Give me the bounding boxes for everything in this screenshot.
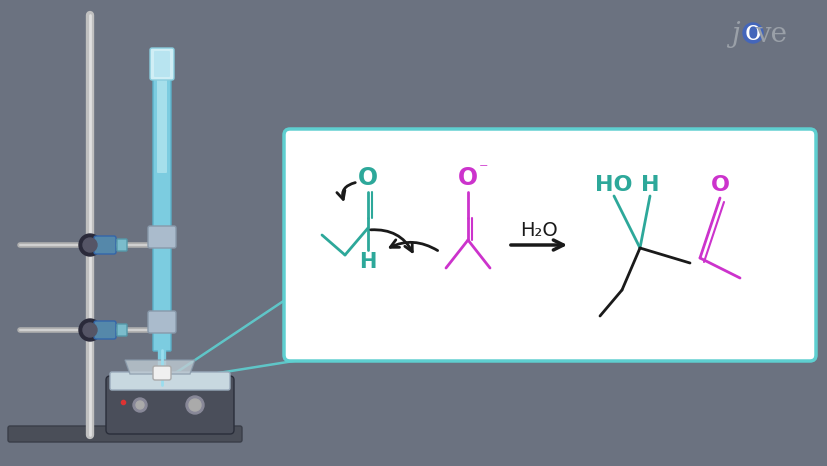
Circle shape [136, 401, 144, 409]
Circle shape [133, 398, 147, 412]
Text: O: O [357, 166, 378, 190]
FancyBboxPatch shape [148, 226, 176, 248]
Circle shape [79, 234, 101, 256]
FancyBboxPatch shape [148, 311, 176, 333]
Circle shape [186, 396, 203, 414]
FancyBboxPatch shape [150, 48, 174, 80]
FancyBboxPatch shape [154, 51, 170, 77]
Polygon shape [125, 360, 195, 374]
FancyBboxPatch shape [8, 426, 241, 442]
Text: O: O [457, 166, 477, 190]
FancyBboxPatch shape [153, 366, 171, 380]
Circle shape [742, 23, 762, 43]
Circle shape [83, 323, 97, 337]
FancyBboxPatch shape [106, 376, 234, 434]
Text: ve: ve [754, 21, 786, 48]
FancyBboxPatch shape [110, 372, 230, 390]
Text: ⁻: ⁻ [479, 161, 488, 179]
FancyBboxPatch shape [94, 321, 116, 339]
FancyBboxPatch shape [117, 324, 127, 336]
Text: H: H [640, 175, 658, 195]
FancyBboxPatch shape [153, 69, 171, 351]
Text: j: j [729, 21, 739, 48]
FancyBboxPatch shape [157, 71, 167, 173]
FancyBboxPatch shape [117, 239, 127, 251]
FancyBboxPatch shape [284, 129, 815, 361]
Text: O: O [710, 175, 729, 195]
Circle shape [83, 238, 97, 252]
Circle shape [79, 319, 101, 341]
FancyBboxPatch shape [94, 236, 116, 254]
Text: H: H [359, 252, 376, 272]
Text: H₂O: H₂O [519, 220, 557, 240]
Text: HO: HO [595, 175, 632, 195]
Text: o: o [743, 20, 760, 47]
Circle shape [189, 399, 201, 411]
